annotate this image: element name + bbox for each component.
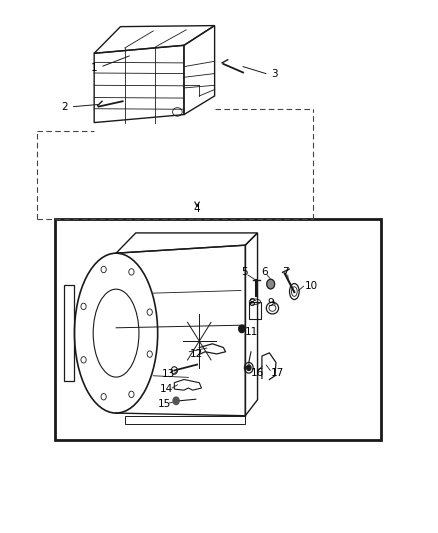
Bar (55, 219, 381, 440)
Text: 15: 15 (158, 399, 171, 409)
Text: 6: 6 (261, 267, 268, 277)
Text: 2: 2 (61, 102, 68, 111)
Circle shape (81, 303, 86, 310)
Text: 14: 14 (160, 384, 173, 394)
Text: 17: 17 (271, 368, 284, 378)
Circle shape (267, 279, 275, 289)
Circle shape (239, 325, 245, 333)
Text: 1: 1 (91, 63, 98, 73)
Bar (249, 302, 261, 319)
Text: 9: 9 (267, 298, 274, 308)
Text: 3: 3 (271, 69, 278, 78)
Circle shape (81, 357, 86, 363)
Circle shape (101, 266, 106, 273)
Text: 8: 8 (248, 298, 255, 308)
Circle shape (247, 365, 251, 370)
Circle shape (129, 269, 134, 275)
Text: 11: 11 (245, 327, 258, 336)
Text: 4: 4 (194, 204, 201, 214)
Circle shape (129, 391, 134, 398)
Circle shape (101, 393, 106, 400)
Text: 13: 13 (162, 369, 175, 379)
Text: 10: 10 (304, 281, 318, 291)
Text: 5: 5 (241, 267, 248, 277)
Circle shape (147, 309, 152, 316)
Circle shape (173, 397, 179, 405)
Text: 12: 12 (190, 350, 203, 359)
Text: 7: 7 (282, 267, 289, 277)
Text: 16: 16 (251, 368, 264, 378)
Circle shape (147, 351, 152, 357)
